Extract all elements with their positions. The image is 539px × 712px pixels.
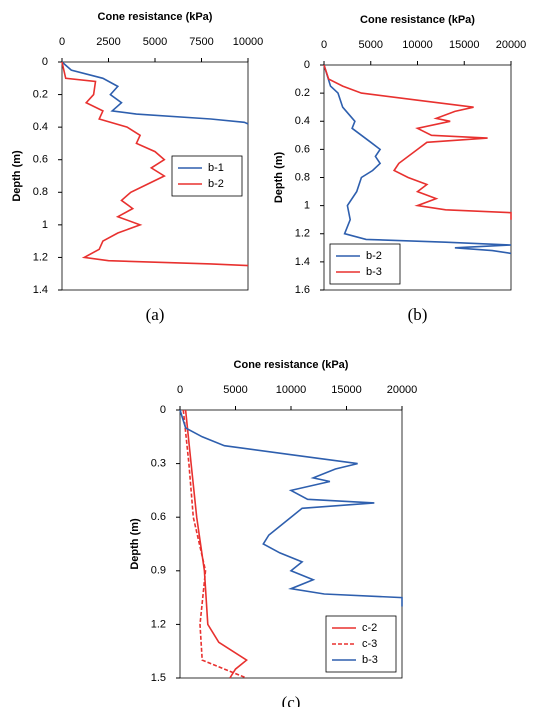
y-tick-label: 0 <box>304 59 310 71</box>
caption: (c) <box>282 693 301 707</box>
x-tick-label: 5000 <box>223 384 247 396</box>
y-axis-title: Depth (m) <box>11 150 23 202</box>
y-axis-title: Depth (m) <box>129 518 141 570</box>
y-tick-label: 1.2 <box>33 251 48 263</box>
x-tick-label: 0 <box>59 36 65 48</box>
x-tick-label: 20000 <box>496 39 527 51</box>
data-line <box>182 409 247 679</box>
y-tick-label: 0.3 <box>151 458 166 470</box>
x-axis-title: Cone resistance (kPa) <box>360 14 475 26</box>
y-tick-label: 0.6 <box>33 154 48 166</box>
y-tick-label: 1 <box>304 200 310 212</box>
data-line <box>179 409 403 607</box>
y-tick-label: 0.9 <box>151 565 166 577</box>
x-tick-label: 7500 <box>189 36 213 48</box>
y-axis-title: Depth (m) <box>273 152 285 204</box>
y-tick-label: 0.8 <box>295 171 310 183</box>
y-tick-label: 1 <box>42 219 48 231</box>
x-tick-label: 0 <box>177 384 183 396</box>
x-axis-title: Cone resistance (kPa) <box>234 359 349 371</box>
x-tick-label: 15000 <box>449 39 480 51</box>
y-tick-label: 0.2 <box>295 87 310 99</box>
legend-box <box>329 243 401 285</box>
y-tick-label: 1.2 <box>295 228 310 240</box>
data-line <box>323 64 512 255</box>
x-tick-label: 0 <box>321 39 327 51</box>
legend-label: c-3 <box>362 638 377 650</box>
legend-box <box>171 155 243 197</box>
data-line <box>323 64 512 220</box>
data-line <box>61 61 249 267</box>
y-tick-label: 0.4 <box>295 115 310 127</box>
legend-label: b-3 <box>366 266 382 278</box>
y-tick-label: 0 <box>42 56 48 68</box>
x-axis-title: Cone resistance (kPa) <box>98 11 213 23</box>
x-tick-label: 10000 <box>233 36 264 48</box>
legend-label: b-2 <box>366 250 382 262</box>
y-tick-label: 0.8 <box>33 186 48 198</box>
data-line <box>61 61 249 125</box>
x-tick-label: 10000 <box>276 384 307 396</box>
legend-label: b-3 <box>362 654 378 666</box>
y-tick-label: 1.4 <box>33 284 48 296</box>
legend-label: b-2 <box>208 178 224 190</box>
x-tick-label: 15000 <box>331 384 362 396</box>
x-tick-label: 5000 <box>359 39 383 51</box>
y-tick-label: 1.2 <box>151 618 166 630</box>
caption: (a) <box>146 305 165 324</box>
y-tick-label: 1.6 <box>295 284 310 296</box>
y-tick-label: 1.5 <box>151 672 166 684</box>
x-tick-label: 5000 <box>143 36 167 48</box>
x-tick-label: 10000 <box>402 39 433 51</box>
legend-label: c-2 <box>362 622 377 634</box>
x-tick-label: 20000 <box>387 384 418 396</box>
data-line <box>184 409 248 679</box>
legend-label: b-1 <box>208 162 224 174</box>
y-tick-label: 1.4 <box>295 256 310 268</box>
caption: (b) <box>408 305 428 324</box>
legend-box <box>325 615 397 673</box>
y-tick-label: 0 <box>160 404 166 416</box>
y-tick-label: 0.2 <box>33 88 48 100</box>
x-tick-label: 2500 <box>96 36 120 48</box>
y-tick-label: 0.6 <box>151 511 166 523</box>
y-tick-label: 0.6 <box>295 143 310 155</box>
y-tick-label: 0.4 <box>33 121 48 133</box>
